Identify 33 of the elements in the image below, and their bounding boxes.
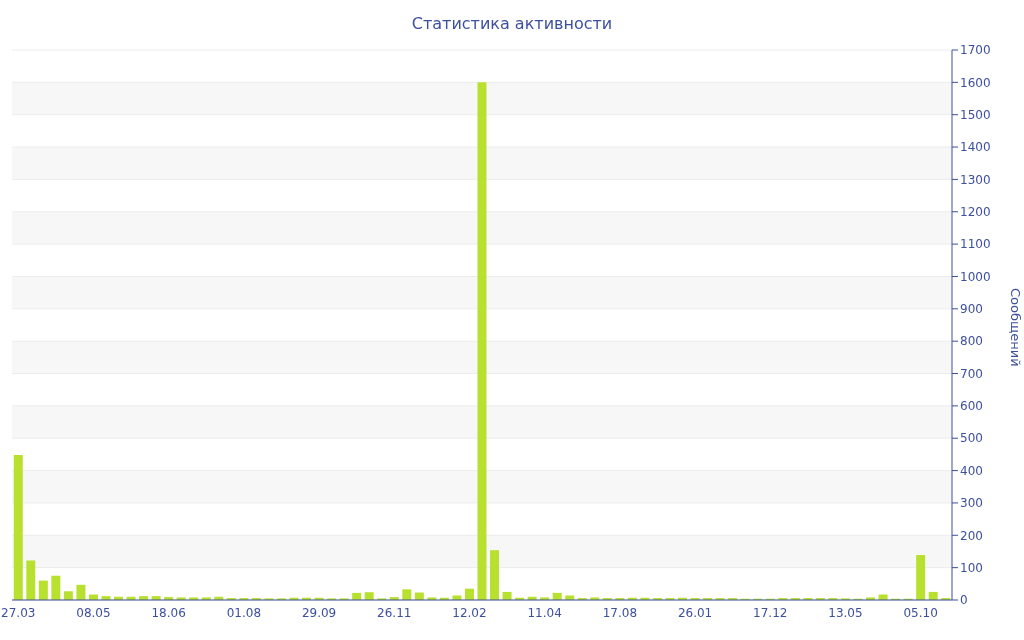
x-tick-label: 29.09 [301, 605, 337, 620]
y-tick-label: 1400 [960, 140, 991, 155]
y-tick-label: 800 [960, 334, 983, 349]
y-tick-label: 1600 [960, 75, 991, 90]
y-tick-label: 700 [960, 366, 983, 381]
y-tick-label: 200 [960, 528, 983, 543]
x-tick-label: 26.11 [377, 605, 412, 620]
y-tick-label: 1500 [960, 107, 991, 122]
y-tick-label: 1700 [960, 43, 991, 58]
y-tick-label: 1200 [960, 205, 991, 220]
x-tick-label: 08.05 [76, 605, 111, 620]
y-tick-label: 0 [960, 593, 968, 608]
x-tick-label: 01.08 [226, 605, 262, 620]
y-tick-label: 1300 [960, 172, 991, 187]
x-tick-label: 17.08 [602, 605, 638, 620]
x-tick-label: 11.04 [527, 605, 562, 620]
y-axis-title: Сообщений [1007, 288, 1023, 368]
x-tick-label: 17.12 [753, 605, 788, 620]
y-tick-label: 100 [960, 560, 983, 575]
y-tick-label: 300 [960, 496, 983, 511]
x-tick-label: 05.10 [903, 605, 938, 620]
x-tick-label: 12.02 [452, 605, 487, 620]
y-tick-label: 600 [960, 399, 983, 414]
y-tick-label: 1000 [960, 269, 991, 284]
x-tick-label: 13.05 [828, 605, 863, 620]
y-tick-label: 900 [960, 302, 983, 317]
x-tick-label: 18.06 [151, 605, 186, 620]
chart-title: Статистика активности [410, 14, 614, 33]
y-tick-label: 500 [960, 431, 983, 446]
x-tick-label: 26.01 [677, 605, 713, 620]
x-tick-label: 27.03 [1, 605, 36, 620]
y-tick-label: 400 [960, 463, 983, 478]
y-tick-label: 1100 [960, 237, 991, 252]
